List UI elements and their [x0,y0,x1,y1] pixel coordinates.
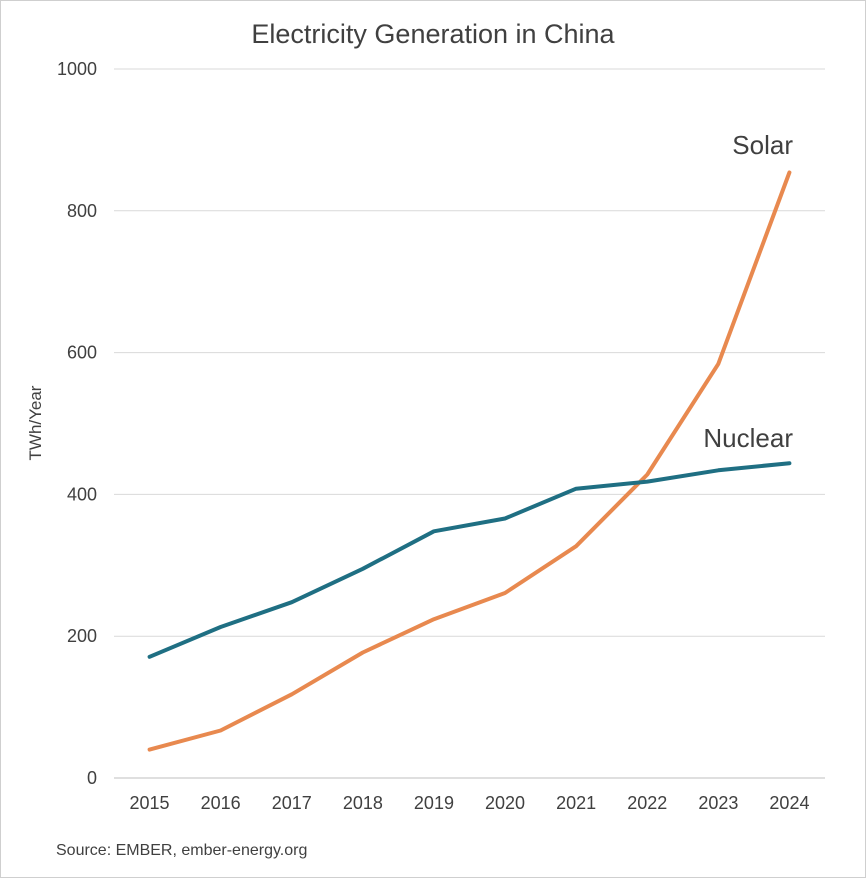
y-tick-label: 800 [67,201,97,221]
series-label-nuclear: Nuclear [703,423,793,453]
y-tick-label: 0 [87,768,97,788]
source-note: Source: EMBER, ember-energy.org [56,842,307,859]
y-tick-label: 600 [67,343,97,363]
x-tick-label: 2017 [272,793,312,813]
y-axis-label: TWh/Year [26,385,45,460]
x-tick-label: 2021 [556,793,596,813]
x-tick-label: 2015 [130,793,170,813]
x-tick-label: 2023 [698,793,738,813]
x-tick-label: 2016 [201,793,241,813]
x-tick-label: 2022 [627,793,667,813]
series-line-solar [147,170,792,752]
gridlines [114,68,825,779]
series-lines [147,170,792,752]
series-label-solar: Solar [732,130,793,160]
x-tick-label: 2024 [769,793,809,813]
x-tick-label: 2020 [485,793,525,813]
x-tick-labels: 2015 2016 2017 2018 2019 2020 2021 2022 2023 2024 [130,793,810,813]
chart-title: Electricity Generation in China [251,19,615,49]
y-tick-label: 1000 [57,59,97,79]
series-line-nuclear [147,461,792,659]
x-tick-label: 2018 [343,793,383,813]
y-tick-labels: 0 200 400 600 800 1000 [57,59,97,788]
y-tick-label: 200 [67,626,97,646]
x-tick-label: 2019 [414,793,454,813]
y-tick-label: 400 [67,484,97,504]
